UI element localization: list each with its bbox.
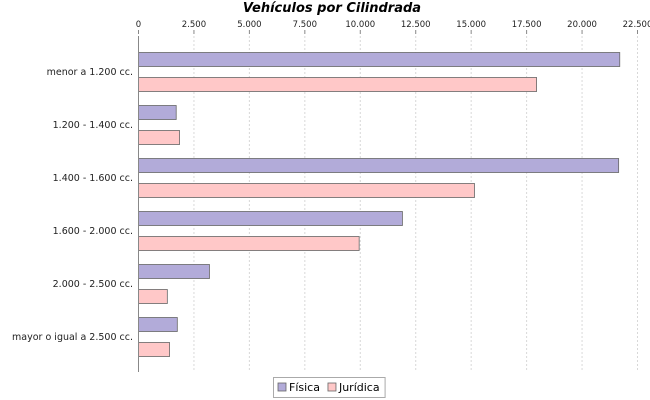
- legend-label-fisica: Física: [289, 381, 320, 394]
- x-tick-label: 0: [136, 20, 141, 30]
- category-label: menor a 1.200 cc.: [47, 67, 133, 78]
- category-label: 1.200 - 1.400 cc.: [53, 120, 133, 131]
- bar-fisica: [138, 158, 620, 173]
- x-tick-label: 2.500: [182, 20, 206, 30]
- category-label: mayor o igual a 2.500 cc.: [12, 332, 133, 343]
- legend: Física Jurídica: [273, 377, 386, 398]
- bar-fisica: [138, 105, 177, 120]
- bar-juridica: [138, 77, 537, 92]
- bar-juridica: [138, 183, 475, 198]
- category-labels: menor a 1.200 cc. 1.200 - 1.400 cc. 1.400 …: [12, 67, 133, 343]
- x-tick-label: 10.000: [345, 20, 375, 30]
- x-tick-label: 17.500: [512, 20, 542, 30]
- bar-juridica: [138, 236, 360, 251]
- bar-juridica: [138, 289, 168, 304]
- category-label: 1.400 - 1.600 cc.: [53, 173, 133, 184]
- bar-fisica: [138, 211, 403, 226]
- bar-juridica: [138, 130, 180, 145]
- x-tick-label: 7.500: [293, 20, 317, 30]
- bar-fisica: [138, 52, 621, 67]
- x-tick-label: 15.000: [456, 20, 486, 30]
- bar-fisica: [138, 264, 210, 279]
- legend-swatch-juridica: [327, 382, 337, 392]
- x-axis-ticks: 0 2.500 5.000 7.500 10.000 12.500 15.000 17.500…: [136, 20, 650, 34]
- bar-fisica: [138, 317, 178, 332]
- chart-title: Vehículos por Cilindrada: [243, 1, 421, 16]
- category-label: 2.000 - 2.500 cc.: [53, 279, 133, 290]
- legend-label-juridica: Jurídica: [338, 381, 380, 394]
- x-tick-label: 20.000: [567, 20, 597, 30]
- legend-swatch-fisica: [277, 382, 287, 392]
- x-tick-label: 5.000: [237, 20, 261, 30]
- category-label: 1.600 - 2.000 cc.: [53, 226, 133, 237]
- bars: [138, 52, 621, 357]
- grid: [193, 36, 638, 372]
- x-tick-label: 22.500: [623, 20, 650, 30]
- bar-juridica: [138, 342, 170, 357]
- x-tick-label: 12.500: [401, 20, 431, 30]
